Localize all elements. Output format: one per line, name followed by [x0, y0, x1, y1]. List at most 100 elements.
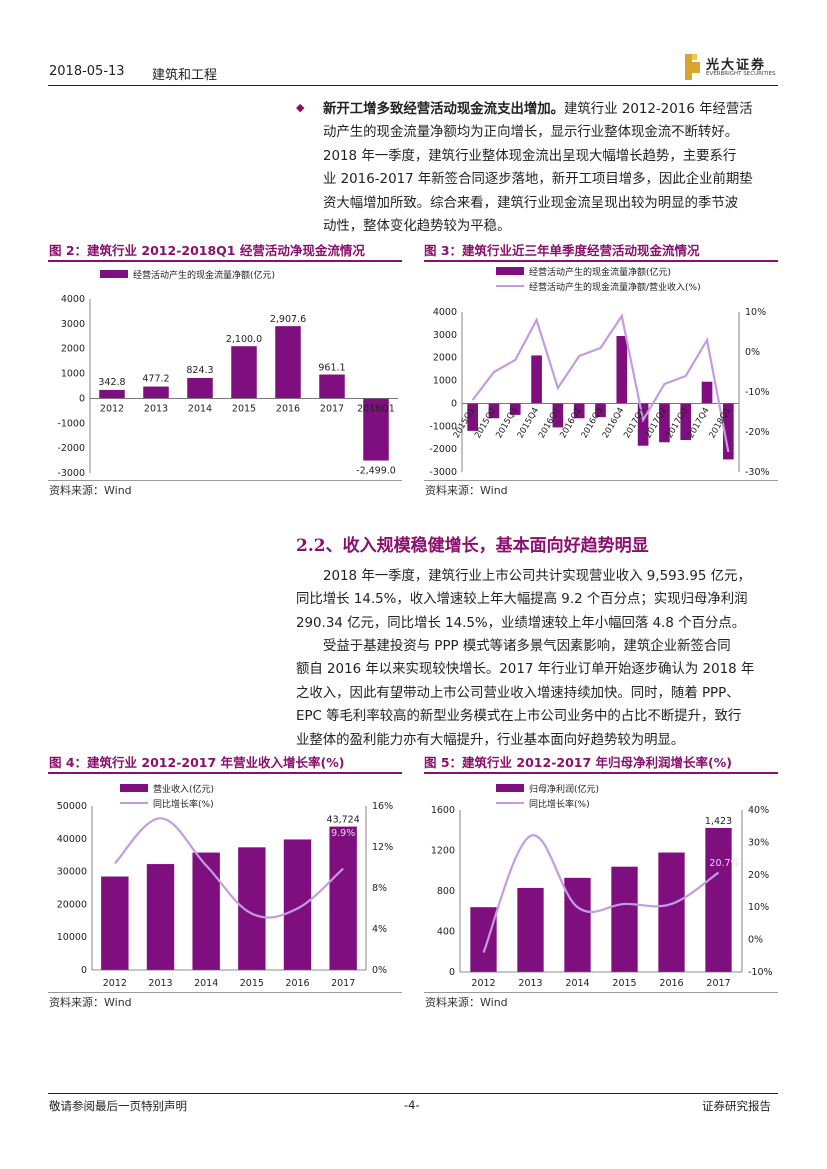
bullet-line-0: 建筑行业 2012-2016 年经营活 — [564, 102, 753, 117]
x-tick-label: 2013 — [148, 978, 172, 989]
bar — [283, 839, 312, 970]
y-tick-label: 0 — [81, 965, 87, 976]
x-tick-label: 2012 — [100, 403, 124, 414]
para2-line: 额自 2016 年以来实现较快增长。2017 年行业订单开始逐步确认为 2018… — [296, 662, 755, 678]
bar — [146, 864, 175, 970]
x-tick-label: 2015 — [232, 403, 256, 414]
x-tick-label: 2016 — [659, 978, 683, 989]
fig3-source: 资料来源：Wind — [425, 484, 508, 497]
bullet-line: 2018 年一季度，建筑行业整体现金流出呈现大幅增长趋势，主要系行 — [323, 148, 737, 164]
fig5-bottom-rule — [424, 992, 778, 993]
fig4-title: 图 4：建筑行业 2012-2017 年营业收入增长率(%) — [49, 755, 345, 770]
y-tick-label: 20000 — [57, 899, 87, 910]
y2-tick-label: 10% — [748, 902, 769, 913]
x-tick-label: 2013 — [144, 403, 168, 414]
y2-tick-label: 16% — [372, 801, 393, 812]
bar — [238, 847, 266, 970]
fig2-chart: 经营活动产生的现金流量净额(亿元) -3000 -2000 -1000 0 1000 200… — [48, 262, 402, 478]
y-tick-label: 1200 — [431, 846, 455, 857]
x-tick-label: 2014 — [565, 978, 589, 989]
data-label: 43,724 — [327, 815, 360, 826]
data-label: 477.2 — [142, 374, 169, 385]
legend-label: 营业收入(亿元) — [153, 783, 214, 795]
legend-label: 同比增长率(%) — [529, 798, 590, 810]
para2-line: 业整体的盈利能力亦有大幅提升，行业基本面向好趋势较为明显。 — [296, 732, 685, 748]
fig3-svg: 经营活动产生的现金流量净额(亿元) 经营活动产生的现金流量净额/营业收入(%) -3… — [429, 266, 770, 478]
line-data-label: 9.9% — [331, 828, 355, 839]
section-title: 2.2、收入规模稳健增长，基本面向好趋势明显 — [296, 536, 649, 556]
y2-tick-label: -30% — [745, 467, 770, 478]
bar — [517, 887, 544, 972]
fig5-svg: 归母净利润(亿元) 同比增长率(%) 0 400 800 1200 1600 -10% 0% 10… — [431, 783, 773, 989]
data-label: 824.3 — [186, 365, 213, 376]
y-tick-label: 10000 — [57, 932, 87, 943]
company-logo: 光大证券 EVERBRIGHT SECURITIES — [682, 54, 782, 82]
line-series — [114, 817, 344, 919]
fig5-chart: 归母净利润(亿元) 同比增长率(%) 0 400 800 1200 1600 -10% 0% 10… — [424, 774, 778, 990]
fig2-source: 资料来源：Wind — [49, 484, 132, 497]
footer-disclaimer: 敬请参阅最后一页特别声明 — [49, 1099, 187, 1113]
x-tick-label: 2017 — [331, 978, 355, 989]
bullet-body: 动产生的现金流量净额均为正向增长，显示行业整体现金流不断转好。 2018 年一季… — [323, 121, 778, 238]
x-tick-label: 2013 — [518, 978, 542, 989]
bar — [319, 374, 345, 399]
bar — [595, 403, 606, 418]
legend-bar-swatch — [120, 784, 148, 792]
legend-bar-swatch — [496, 267, 524, 275]
legend-label: 经营活动产生的现金流量净额(亿元) — [529, 266, 671, 278]
x-tick-label: 2015 — [240, 978, 264, 989]
bullet-line: 资大幅增加所致。综合来看，建筑行业现金流呈现出较为明显的季节波 — [323, 195, 739, 211]
y-tick-label: 4000 — [61, 294, 85, 305]
y-tick-label: 0 — [451, 398, 457, 409]
bar — [143, 386, 169, 399]
y-tick-label: 50000 — [57, 801, 87, 812]
y2-tick-label: 0% — [745, 347, 760, 358]
header-rule — [48, 85, 778, 86]
x-tick-label: 2017 — [320, 403, 344, 414]
bullet-first-line: 新开工增多致经营活动现金流支出增加。建筑行业 2012-2016 年经营活 — [323, 98, 778, 121]
legend-label: 同比增长率(%) — [153, 798, 214, 810]
bar — [187, 377, 213, 399]
bar — [467, 403, 478, 431]
y2-tick-label: -10% — [748, 967, 773, 978]
y-tick-label: 1600 — [431, 805, 455, 816]
diamond-bullet-icon: ◆ — [296, 101, 305, 114]
y-tick-label: 40000 — [57, 834, 87, 845]
y2-tick-label: 20% — [748, 870, 769, 881]
data-label: 1,423 — [705, 816, 732, 827]
y-tick-label: -2000 — [429, 444, 457, 455]
x-tick-label: 2012 — [103, 978, 127, 989]
bar — [231, 346, 257, 399]
y-tick-label: -3000 — [429, 467, 457, 478]
para2-line: 受益于基建投资与 PPP 模式等诸多景气因素影响，建筑企业新签合同 — [323, 639, 731, 654]
x-tick-label: 2012 — [471, 978, 495, 989]
legend-label: 归母净利润(亿元) — [529, 783, 599, 795]
line-data-label: 20.7% — [709, 858, 739, 869]
bar — [101, 876, 129, 970]
bar — [363, 398, 389, 461]
para2-line: EPC 等毛利率较高的新型业务模式在上市公司业务中的占比不断提升，致行 — [296, 709, 742, 725]
y2-tick-label: -20% — [745, 427, 770, 438]
y2-tick-label: 30% — [748, 837, 769, 848]
fig3-title: 图 3：建筑行业近三年单季度经营活动现金流情况 — [424, 243, 700, 258]
bar — [192, 852, 220, 970]
fig5-title-rule — [424, 772, 778, 774]
fig2-bottom-rule — [48, 480, 402, 481]
para2-line: 之收入，因此有望带动上市公司营业收入增速持续加快。同时，随着 PPP、 — [296, 685, 740, 701]
x-tick-label: 2016 — [285, 978, 309, 989]
footer-rule — [48, 1093, 778, 1094]
y2-tick-label: 12% — [372, 842, 393, 853]
bullet-line: 动性，整体变化趋势较为平稳。 — [323, 219, 511, 235]
y-tick-label: 1000 — [433, 376, 457, 387]
x-tick-label: 2014 — [194, 978, 218, 989]
y-tick-label: -2000 — [57, 443, 85, 454]
legend-label: 经营活动产生的现金流量净额(亿元) — [133, 269, 275, 281]
x-tick-label: 2014 — [188, 403, 212, 414]
y-tick-label: 3000 — [61, 319, 85, 330]
y-tick-label: 1000 — [61, 369, 85, 380]
y-tick-label: 2000 — [61, 344, 85, 355]
data-label: 961.1 — [318, 363, 345, 374]
y-tick-label: 0 — [449, 967, 455, 978]
y-tick-label: 0 — [79, 393, 85, 404]
fig4-chart: 营业收入(亿元) 同比增长率(%) 0 10000 20000 30000 40000 500… — [48, 774, 402, 990]
